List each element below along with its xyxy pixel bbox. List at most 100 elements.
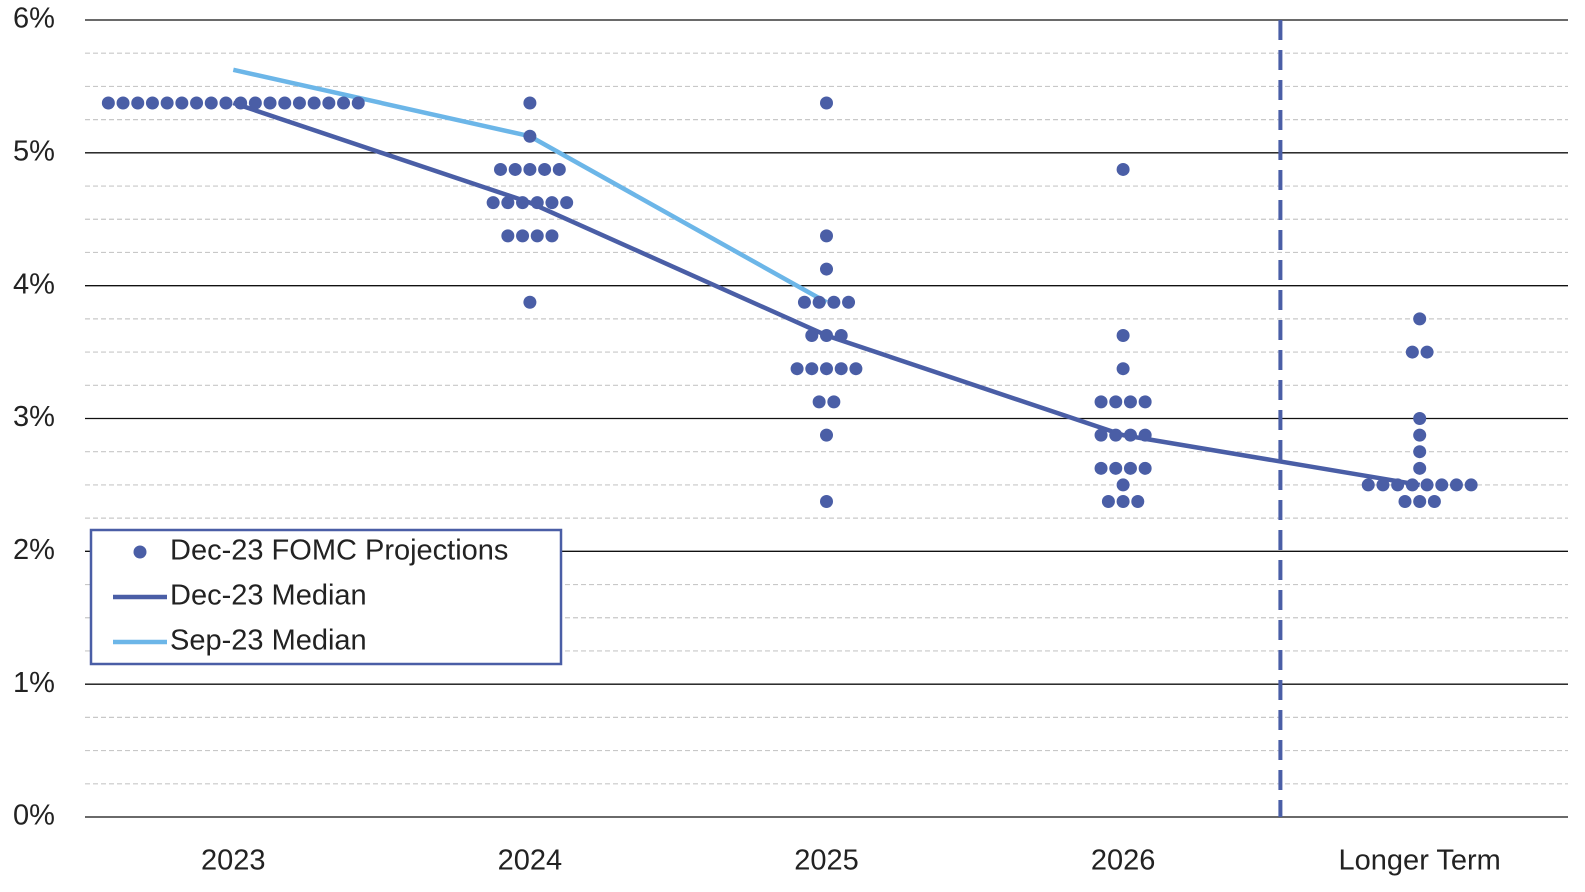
projection-dot [1123, 461, 1137, 475]
projection-dot [834, 328, 848, 342]
projection-dot [523, 96, 537, 110]
projection-dot [1376, 478, 1390, 492]
y-tick-label: 2% [13, 534, 55, 566]
projection-dot [1116, 495, 1130, 509]
projection-dot [842, 295, 856, 309]
projection-dot [812, 295, 826, 309]
projection-dot [1427, 495, 1441, 509]
projection-dot [820, 229, 833, 243]
projection-dot [1405, 345, 1419, 359]
projection-dot [219, 96, 233, 110]
y-tick-label: 4% [13, 268, 55, 300]
projection-dot [292, 96, 306, 110]
legend-label: Dec-23 Median [170, 580, 367, 612]
projection-dot [1138, 461, 1152, 475]
projection-dot [1413, 312, 1427, 326]
projection-dot [552, 162, 566, 176]
projection-dot [1138, 395, 1152, 409]
projection-dot [1094, 395, 1108, 409]
legend-label: Sep-23 Median [170, 625, 367, 657]
projection-dot [1391, 478, 1405, 492]
y-tick-label: 0% [13, 800, 55, 832]
projection-dot [523, 162, 537, 176]
x-tick-label: 2026 [1091, 845, 1156, 877]
projection-dot [1413, 412, 1427, 425]
projection-dot [797, 295, 811, 309]
projection-dot [501, 196, 515, 210]
projection-dot [248, 96, 262, 110]
projection-dot [160, 96, 174, 110]
projection-dot [1420, 478, 1434, 492]
projection-dot [523, 129, 537, 143]
projection-dot [1464, 478, 1478, 492]
y-tick-label: 1% [13, 667, 55, 699]
y-tick-label: 5% [13, 135, 55, 167]
projection-dot [516, 229, 530, 243]
projection-dot [1109, 461, 1123, 475]
projection-dot [1413, 445, 1427, 459]
projection-dot [263, 96, 277, 110]
projection-dot [820, 428, 833, 442]
projection-dot [1109, 428, 1123, 442]
x-tick-label: 2023 [201, 845, 266, 877]
projection-dot [820, 262, 833, 276]
projection-dot [508, 162, 522, 176]
projection-dot [849, 362, 863, 376]
projection-dot [827, 395, 841, 409]
x-tick-label: 2025 [794, 845, 859, 877]
projection-dot [545, 229, 559, 243]
projection-dot [1109, 395, 1123, 409]
projection-dot [560, 196, 574, 210]
projection-dot [820, 495, 833, 509]
projection-dot [1116, 162, 1130, 176]
projection-dot [1094, 428, 1108, 442]
projection-dot [545, 196, 559, 210]
projection-dot [530, 196, 544, 210]
legend-label: Dec-23 FOMC Projections [170, 535, 508, 567]
projection-dot [204, 96, 218, 110]
projection-dot [175, 96, 189, 110]
projection-dot [131, 96, 145, 110]
projection-dot [1138, 428, 1152, 442]
projection-dot [278, 96, 292, 110]
projection-dot [1131, 495, 1145, 509]
projection-dot [1420, 345, 1434, 359]
projection-dot [501, 229, 515, 243]
projection-dot [805, 362, 819, 376]
legend-box [89, 528, 563, 666]
projection-dot [805, 328, 819, 342]
projection-dot [1116, 362, 1130, 376]
median-line [232, 100, 1421, 488]
projection-dot [538, 162, 552, 176]
projection-dot [1101, 495, 1115, 509]
x-tick-label: 2024 [498, 845, 563, 877]
projection-dot [322, 96, 336, 110]
projection-dot [523, 295, 537, 309]
projection-dot [307, 96, 321, 110]
projection-dot [234, 96, 248, 110]
projection-dot [337, 96, 351, 110]
projection-dot [1398, 495, 1412, 509]
projection-dot [486, 196, 500, 210]
projection-dot [1361, 478, 1375, 492]
projection-dot [530, 229, 544, 243]
projection-dot [116, 96, 130, 110]
projection-dot [1413, 428, 1427, 442]
projection-dot [820, 328, 833, 342]
projection-dot [827, 295, 841, 309]
projection-dot [351, 96, 365, 110]
projection-dot [1123, 428, 1137, 442]
projection-dot [1449, 478, 1463, 492]
projection-dot [820, 362, 833, 376]
y-tick-label: 3% [13, 401, 55, 433]
projection-dot [1116, 478, 1130, 492]
x-tick-label: Longer Term [1339, 845, 1501, 877]
projection-dot [1094, 461, 1108, 475]
projection-dot [812, 395, 826, 409]
legend-marker [133, 545, 147, 559]
projection-dot [1405, 478, 1419, 492]
projection-dot [790, 362, 804, 376]
projection-dot [820, 96, 833, 110]
projection-dot [101, 96, 115, 110]
projection-dot [834, 362, 848, 376]
